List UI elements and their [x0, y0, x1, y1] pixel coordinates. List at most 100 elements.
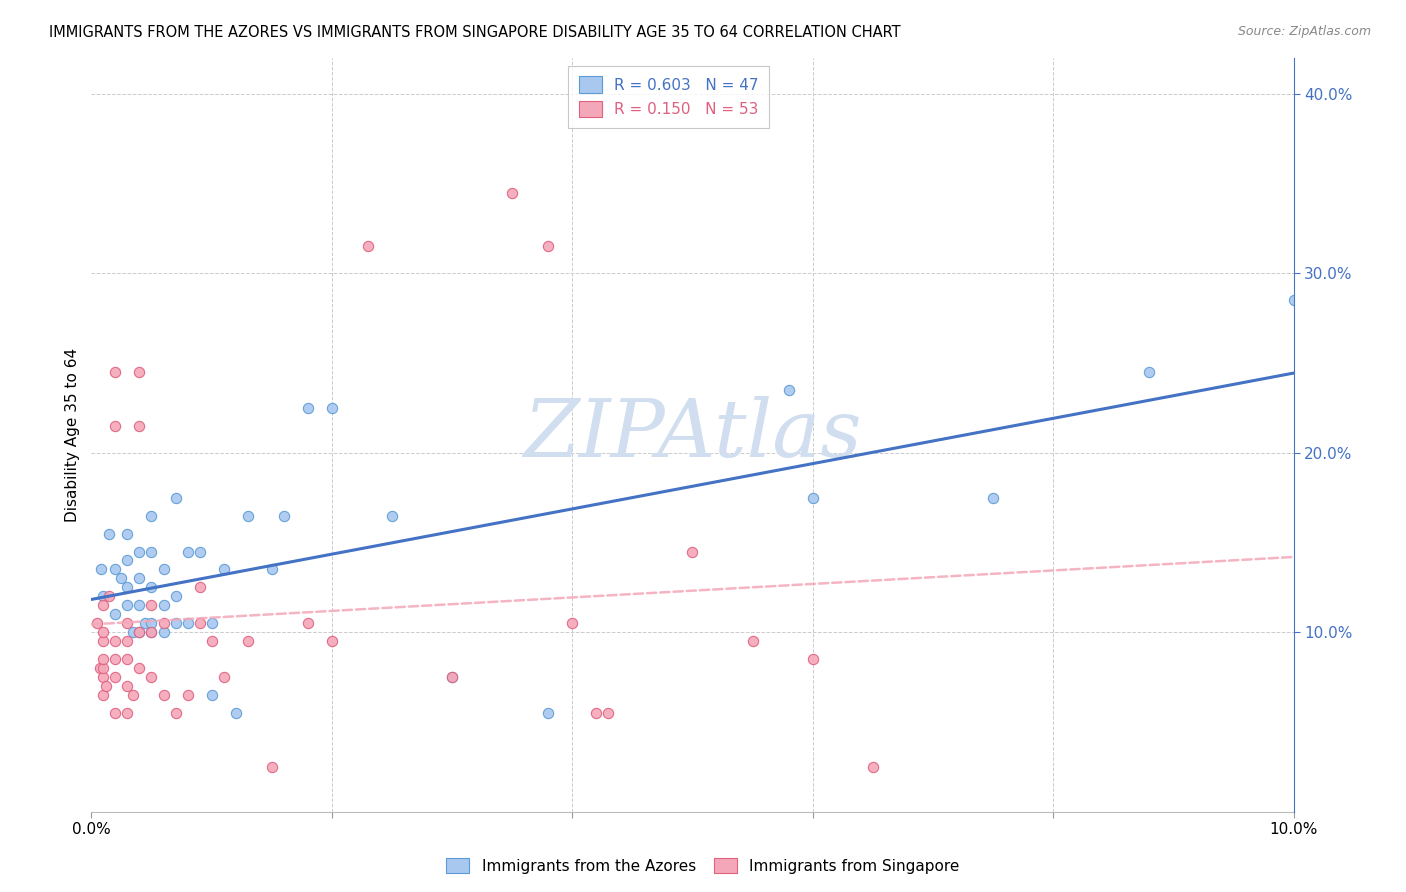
Point — [104, 365, 127, 379]
Point — [141, 581, 163, 595]
Point — [98, 526, 121, 541]
Point — [104, 652, 127, 666]
Point — [801, 652, 824, 666]
Point — [176, 544, 198, 558]
Point — [537, 706, 560, 720]
Point — [117, 679, 139, 693]
Point — [297, 616, 319, 631]
Point — [188, 616, 211, 631]
Point — [201, 688, 224, 702]
Point — [128, 365, 150, 379]
Point — [152, 616, 174, 631]
Point — [128, 544, 150, 558]
Point — [128, 418, 150, 433]
Point — [104, 607, 127, 622]
Point — [93, 634, 115, 648]
Point — [537, 239, 560, 253]
Point — [188, 581, 211, 595]
Point — [93, 625, 115, 640]
Point — [225, 706, 247, 720]
Point — [117, 706, 139, 720]
Point — [681, 544, 703, 558]
Point — [93, 688, 115, 702]
Point — [122, 688, 145, 702]
Point — [778, 383, 800, 397]
Text: ZIPAtlas: ZIPAtlas — [523, 396, 862, 474]
Point — [86, 616, 108, 631]
Point — [93, 661, 115, 675]
Point — [176, 688, 198, 702]
Point — [165, 706, 187, 720]
Point — [201, 634, 224, 648]
Point — [741, 634, 763, 648]
Text: IMMIGRANTS FROM THE AZORES VS IMMIGRANTS FROM SINGAPORE DISABILITY AGE 35 TO 64 : IMMIGRANTS FROM THE AZORES VS IMMIGRANTS… — [49, 25, 901, 40]
Point — [188, 544, 211, 558]
Point — [134, 616, 156, 631]
Point — [94, 679, 117, 693]
Point — [152, 562, 174, 576]
Point — [141, 508, 163, 523]
Point — [93, 590, 115, 604]
Point — [104, 562, 127, 576]
Point — [165, 590, 187, 604]
Point — [104, 418, 127, 433]
Point — [141, 625, 163, 640]
Point — [321, 401, 343, 415]
Point — [273, 508, 295, 523]
Point — [165, 491, 187, 505]
Point — [110, 571, 132, 585]
Point — [122, 625, 145, 640]
Point — [1282, 293, 1305, 308]
Point — [152, 688, 174, 702]
Point — [93, 652, 115, 666]
Point — [381, 508, 404, 523]
Point — [152, 599, 174, 613]
Point — [212, 562, 235, 576]
Point — [201, 616, 224, 631]
Point — [440, 670, 463, 684]
Point — [128, 599, 150, 613]
Point — [141, 670, 163, 684]
Point — [801, 491, 824, 505]
Point — [598, 706, 620, 720]
Point — [128, 661, 150, 675]
Point — [117, 553, 139, 567]
Point — [117, 526, 139, 541]
Point — [212, 670, 235, 684]
Point — [501, 186, 523, 200]
Point — [117, 581, 139, 595]
Legend: Immigrants from the Azores, Immigrants from Singapore: Immigrants from the Azores, Immigrants f… — [440, 852, 966, 880]
Point — [260, 562, 283, 576]
Point — [141, 616, 163, 631]
Point — [104, 706, 127, 720]
Point — [176, 616, 198, 631]
Point — [128, 625, 150, 640]
Point — [236, 508, 259, 523]
Point — [89, 661, 111, 675]
Point — [117, 616, 139, 631]
Text: Source: ZipAtlas.com: Source: ZipAtlas.com — [1237, 25, 1371, 38]
Point — [1137, 365, 1160, 379]
Point — [104, 670, 127, 684]
Point — [260, 760, 283, 774]
Point — [98, 590, 121, 604]
Point — [117, 652, 139, 666]
Point — [104, 634, 127, 648]
Point — [128, 571, 150, 585]
Point — [141, 625, 163, 640]
Point — [981, 491, 1004, 505]
Point — [141, 544, 163, 558]
Point — [297, 401, 319, 415]
Point — [236, 634, 259, 648]
Point — [93, 670, 115, 684]
Point — [117, 634, 139, 648]
Point — [93, 599, 115, 613]
Point — [321, 634, 343, 648]
Point — [165, 616, 187, 631]
Point — [152, 625, 174, 640]
Point — [357, 239, 380, 253]
Point — [90, 562, 112, 576]
Legend: R = 0.603   N = 47, R = 0.150   N = 53: R = 0.603 N = 47, R = 0.150 N = 53 — [568, 66, 769, 128]
Point — [440, 670, 463, 684]
Y-axis label: Disability Age 35 to 64: Disability Age 35 to 64 — [65, 348, 80, 522]
